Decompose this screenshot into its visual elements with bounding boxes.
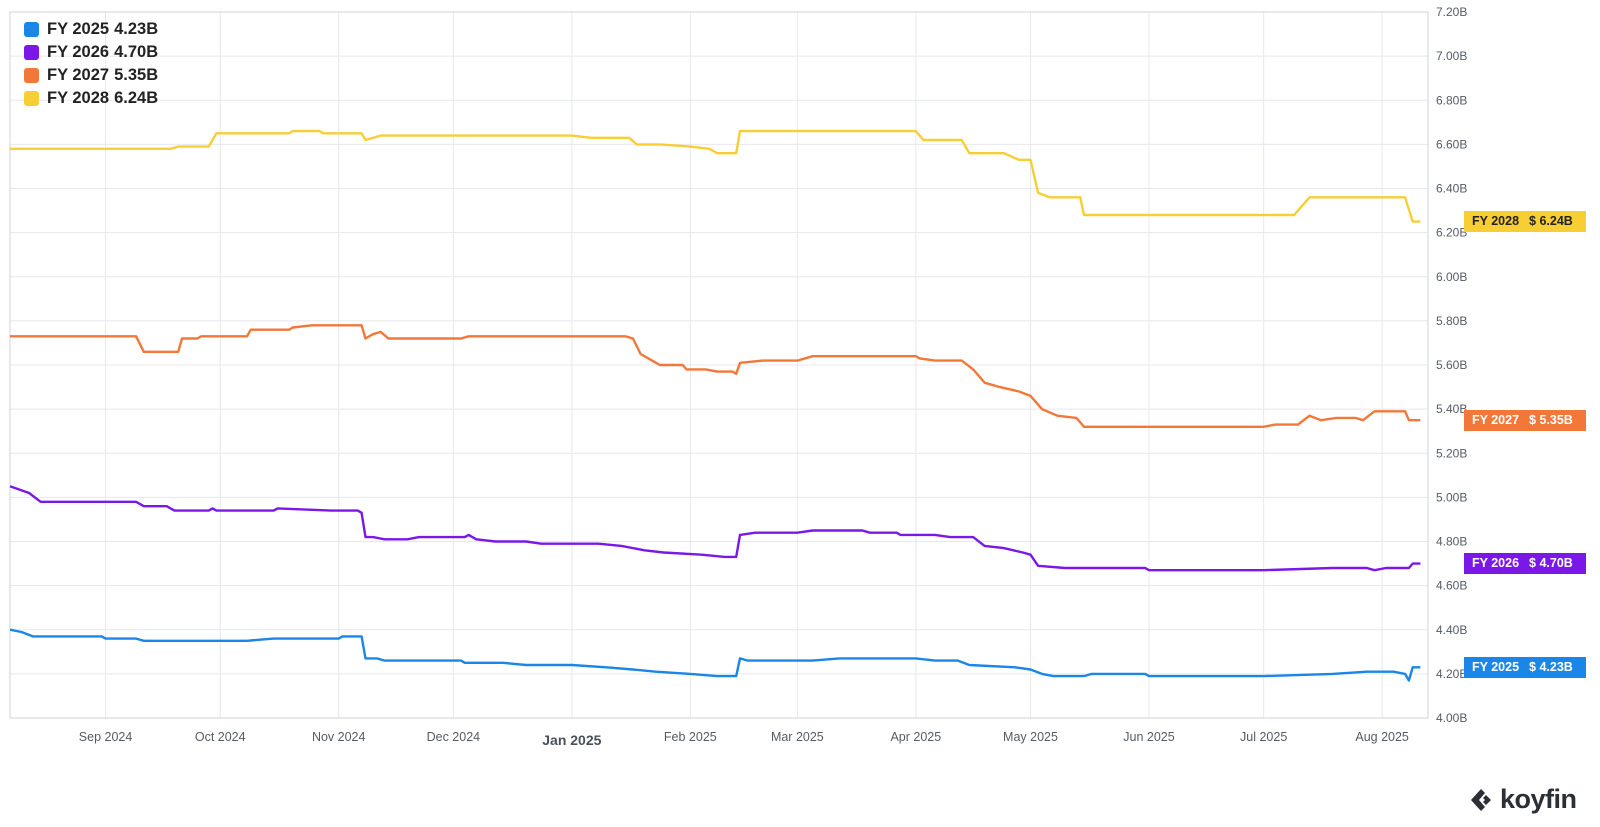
legend-swatch: [24, 91, 39, 106]
x-tick-label: Sep 2024: [79, 730, 133, 744]
x-tick-label: Jul 2025: [1240, 730, 1287, 744]
y-tick-label: 4.60B: [1436, 579, 1467, 593]
series-line-fy2026[interactable]: [9, 485, 1421, 572]
series-line-fy2027[interactable]: [10, 324, 1421, 428]
end-label-series-name: FY 2025: [1472, 659, 1520, 674]
brand-name: koyfin: [1500, 784, 1577, 814]
y-tick-label: 4.40B: [1436, 623, 1467, 637]
y-tick-label: 6.60B: [1436, 137, 1467, 151]
legend-series-value: 4.23B: [114, 20, 159, 38]
legend-series-name: FY 2026: [47, 43, 110, 61]
x-axis-ticks: Sep 2024 Oct 2024 Nov 2024 Dec 2024 Jan 2025…: [79, 730, 1409, 748]
y-tick-label: 6.40B: [1436, 182, 1467, 196]
x-tick-label: Oct 2024: [195, 730, 246, 744]
legend-series-name: FY 2028: [47, 89, 110, 107]
koyfin-branding: koyfin: [1468, 784, 1577, 815]
end-label-series-name: FY 2027: [1472, 412, 1520, 427]
y-tick-label: 7.20B: [1436, 5, 1467, 19]
y-tick-label: 6.20B: [1436, 226, 1467, 240]
end-label-fy2028: FY 2028 $ 6.24B: [1464, 211, 1586, 233]
series-line-fy2025[interactable]: [9, 628, 1421, 682]
end-label-fy2026: FY 2026 $ 4.70B: [1464, 553, 1586, 575]
series-line-fy2028[interactable]: [10, 129, 1421, 223]
legend-item-fy2025[interactable]: FY 2025 4.23B: [24, 18, 158, 41]
legend-series-value: 4.70B: [114, 43, 159, 61]
x-tick-label: Dec 2024: [427, 730, 481, 744]
end-label-value: $ 4.70B: [1529, 556, 1573, 571]
x-tick-label: Apr 2025: [890, 730, 941, 744]
x-tick-label: Jan 2025: [542, 732, 601, 748]
x-tick-label: Aug 2025: [1355, 730, 1409, 744]
series-lines: [9, 129, 1421, 682]
end-label-value: $ 6.24B: [1529, 214, 1573, 229]
legend-series-value: 5.35B: [114, 66, 159, 84]
y-tick-label: 5.20B: [1436, 446, 1467, 460]
end-label-series-name: FY 2028: [1472, 214, 1520, 229]
y-tick-label: 5.60B: [1436, 358, 1467, 372]
x-tick-label: Jun 2025: [1123, 730, 1174, 744]
x-tick-label: Mar 2025: [771, 730, 824, 744]
legend-series-name: FY 2025: [47, 20, 110, 38]
end-label-fy2025: FY 2025 $ 4.23B: [1464, 656, 1586, 678]
end-label-series-name: FY 2026: [1472, 556, 1520, 571]
x-gridlines: [105, 12, 1383, 718]
x-tick-label: May 2025: [1003, 730, 1058, 744]
legend: FY 2025 4.23B FY 2026 4.70B FY 2027 5.35…: [24, 18, 158, 110]
y-tick-label: 4.80B: [1436, 535, 1467, 549]
legend-swatch: [24, 45, 39, 60]
y-tick-label: 5.80B: [1436, 314, 1467, 328]
legend-item-fy2027[interactable]: FY 2027 5.35B: [24, 64, 158, 87]
end-label-value: $ 5.35B: [1529, 412, 1573, 427]
x-tick-label: Nov 2024: [312, 730, 366, 744]
end-label-value: $ 4.23B: [1529, 659, 1573, 674]
y-tick-label: 4.20B: [1436, 667, 1467, 681]
end-label-fy2027: FY 2027 $ 5.35B: [1464, 409, 1586, 431]
legend-item-fy2026[interactable]: FY 2026 4.70B: [24, 41, 158, 64]
y-tick-label: 4.00B: [1436, 711, 1467, 725]
y-tick-label: 7.00B: [1436, 49, 1467, 63]
y-tick-label: 6.00B: [1436, 270, 1467, 284]
legend-series-name: FY 2027: [47, 66, 110, 84]
y-tick-label: 6.80B: [1436, 93, 1467, 107]
plot-area-border: [9, 11, 1429, 719]
legend-swatch: [24, 22, 39, 37]
x-tick-label: Feb 2025: [664, 730, 717, 744]
y-tick-label: 5.00B: [1436, 490, 1467, 504]
legend-swatch: [24, 68, 39, 83]
legend-series-value: 6.24B: [114, 89, 159, 107]
koyfin-logo-icon: [1471, 788, 1491, 811]
legend-item-fy2028[interactable]: FY 2028 6.24B: [24, 87, 158, 110]
y-gridlines: [10, 11, 1428, 719]
y-axis-ticks: 4.00B 4.20B 4.40B 4.60B 4.80B 5.00B 5.20B 5.40B…: [1436, 5, 1467, 725]
y-tick-label: 5.40B: [1436, 402, 1467, 416]
